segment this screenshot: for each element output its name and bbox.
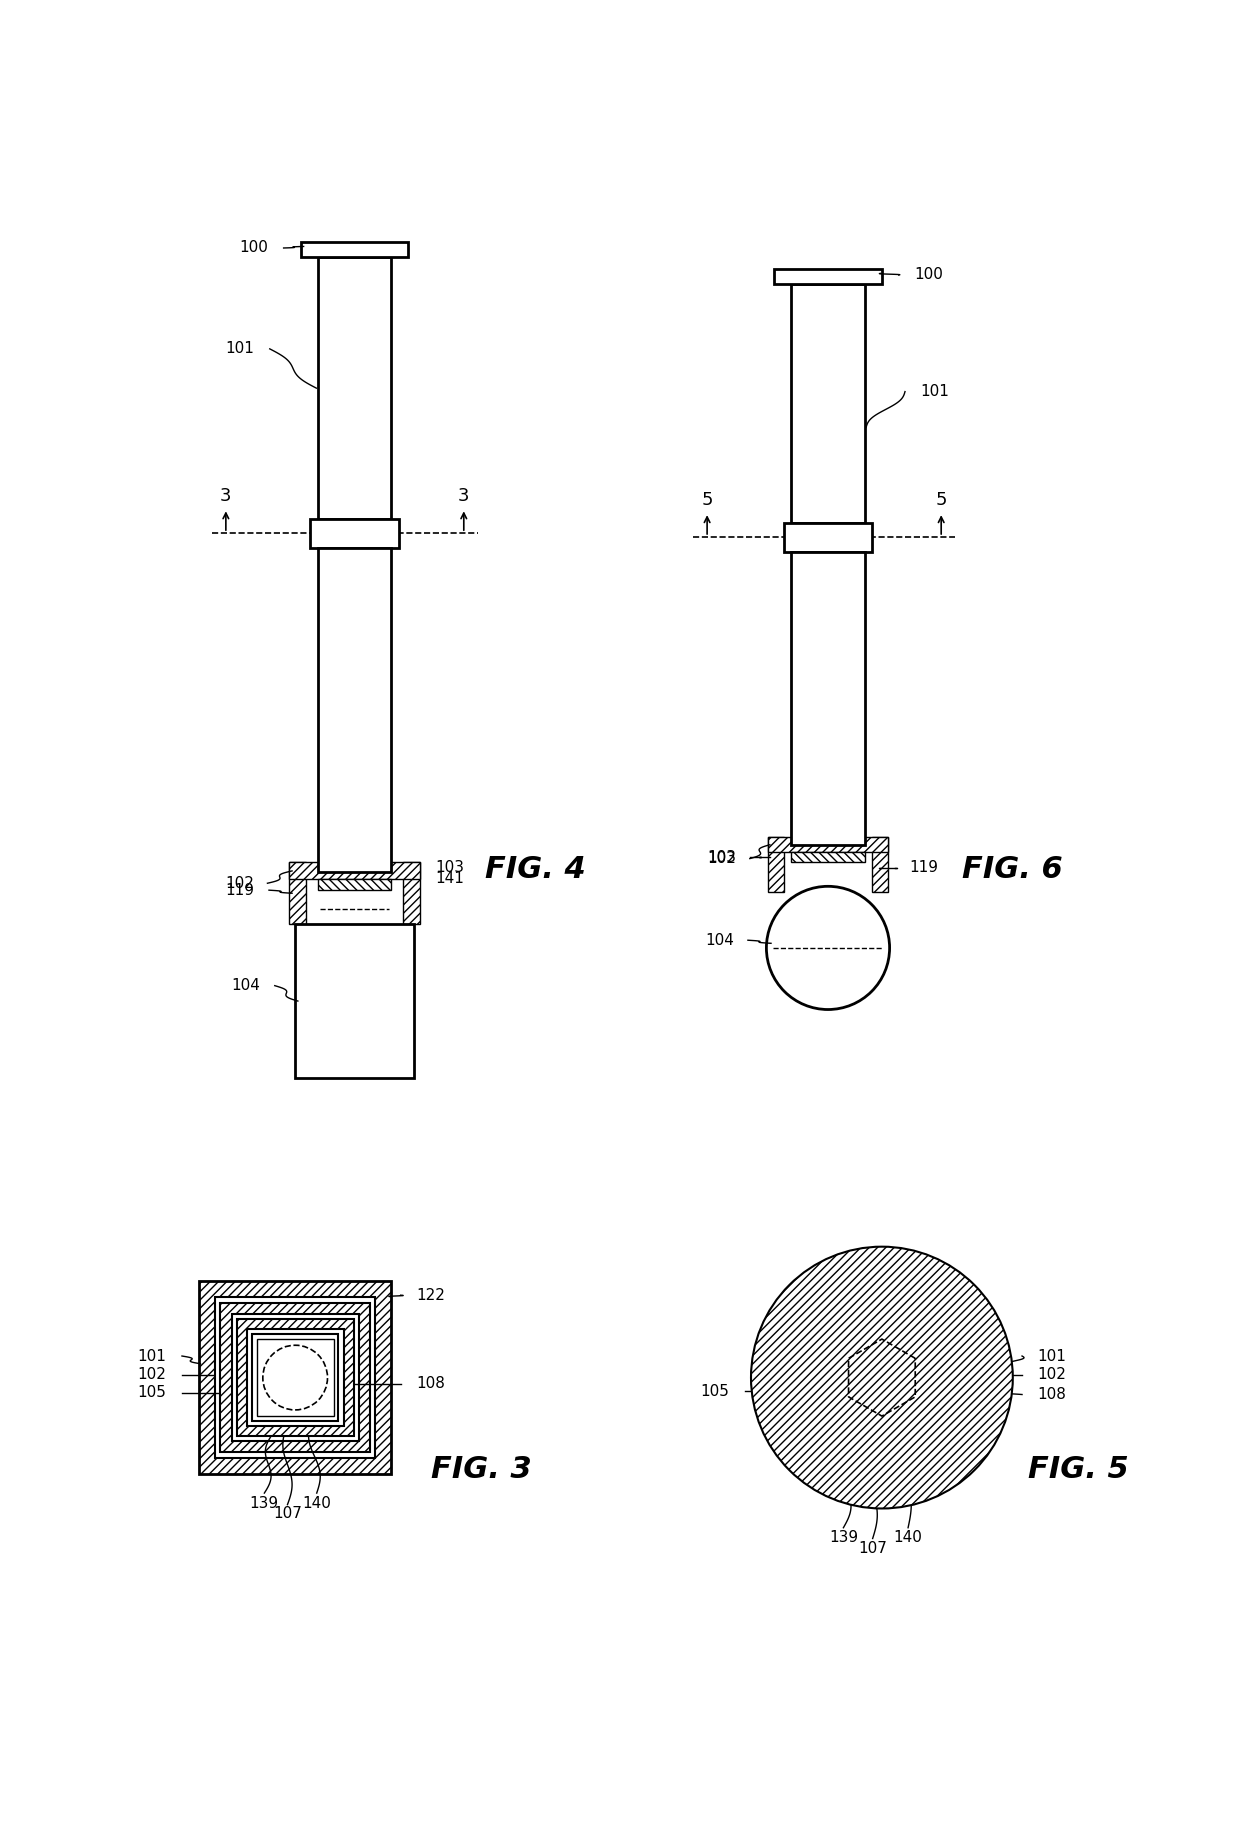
Circle shape [826, 1321, 939, 1433]
Text: FIG. 4: FIG. 4 [485, 855, 585, 884]
Text: 107: 107 [858, 1542, 887, 1556]
Text: 140: 140 [303, 1496, 331, 1510]
Bar [317, 258, 391, 519]
Bar [237, 1319, 353, 1437]
Bar [221, 1302, 370, 1451]
Text: 101: 101 [226, 341, 254, 356]
Text: 140: 140 [894, 1531, 923, 1545]
Bar [232, 1313, 358, 1440]
Bar [791, 853, 864, 862]
Text: FIG. 6: FIG. 6 [962, 855, 1063, 884]
Bar [872, 836, 888, 893]
Text: 5: 5 [702, 492, 713, 508]
Text: 119: 119 [909, 860, 939, 875]
Text: 101: 101 [1038, 1348, 1066, 1363]
Bar [310, 519, 399, 549]
Text: 108: 108 [1038, 1387, 1066, 1402]
Bar [289, 862, 420, 879]
Circle shape [787, 1284, 976, 1472]
Bar [317, 549, 391, 871]
Text: 103: 103 [435, 860, 464, 875]
Circle shape [800, 1295, 965, 1461]
Text: 5: 5 [935, 492, 947, 508]
Bar [791, 284, 864, 523]
Text: 103: 103 [707, 849, 737, 866]
Bar [295, 925, 414, 1078]
Bar [198, 1282, 392, 1474]
Text: 141: 141 [435, 871, 464, 886]
Text: 107: 107 [273, 1507, 301, 1521]
Text: 102: 102 [226, 875, 254, 892]
Bar [215, 1297, 376, 1457]
Bar [289, 862, 306, 925]
Text: 3: 3 [221, 486, 232, 505]
Text: 100: 100 [239, 241, 268, 256]
Bar [300, 241, 408, 258]
Text: 108: 108 [417, 1376, 445, 1391]
Circle shape [751, 1247, 1013, 1509]
Bar [252, 1334, 339, 1420]
Text: 105: 105 [138, 1385, 166, 1400]
Bar [769, 836, 888, 853]
Text: 105: 105 [701, 1383, 729, 1398]
Circle shape [765, 1260, 999, 1494]
Bar [403, 862, 420, 925]
Text: 100: 100 [914, 267, 944, 282]
Text: 101: 101 [920, 385, 950, 400]
Text: FIG. 3: FIG. 3 [432, 1455, 532, 1485]
Text: 102: 102 [1038, 1367, 1066, 1382]
Bar [769, 836, 784, 893]
Bar [784, 523, 872, 553]
Text: FIG. 5: FIG. 5 [1028, 1455, 1128, 1485]
Text: 3: 3 [458, 486, 470, 505]
Text: 101: 101 [138, 1348, 166, 1363]
Bar [317, 879, 391, 890]
Text: 102: 102 [138, 1367, 166, 1382]
Bar [247, 1330, 343, 1426]
Circle shape [776, 1271, 988, 1485]
Text: 119: 119 [226, 882, 254, 897]
Bar [791, 553, 864, 845]
Bar [774, 269, 882, 284]
Text: 104: 104 [706, 932, 734, 949]
Text: 139: 139 [828, 1531, 858, 1545]
Text: 104: 104 [231, 978, 260, 993]
Bar [257, 1339, 334, 1416]
Circle shape [837, 1334, 926, 1422]
Text: 122: 122 [417, 1288, 445, 1302]
Text: 139: 139 [249, 1496, 279, 1510]
Circle shape [812, 1308, 951, 1446]
Text: 102: 102 [707, 851, 737, 866]
